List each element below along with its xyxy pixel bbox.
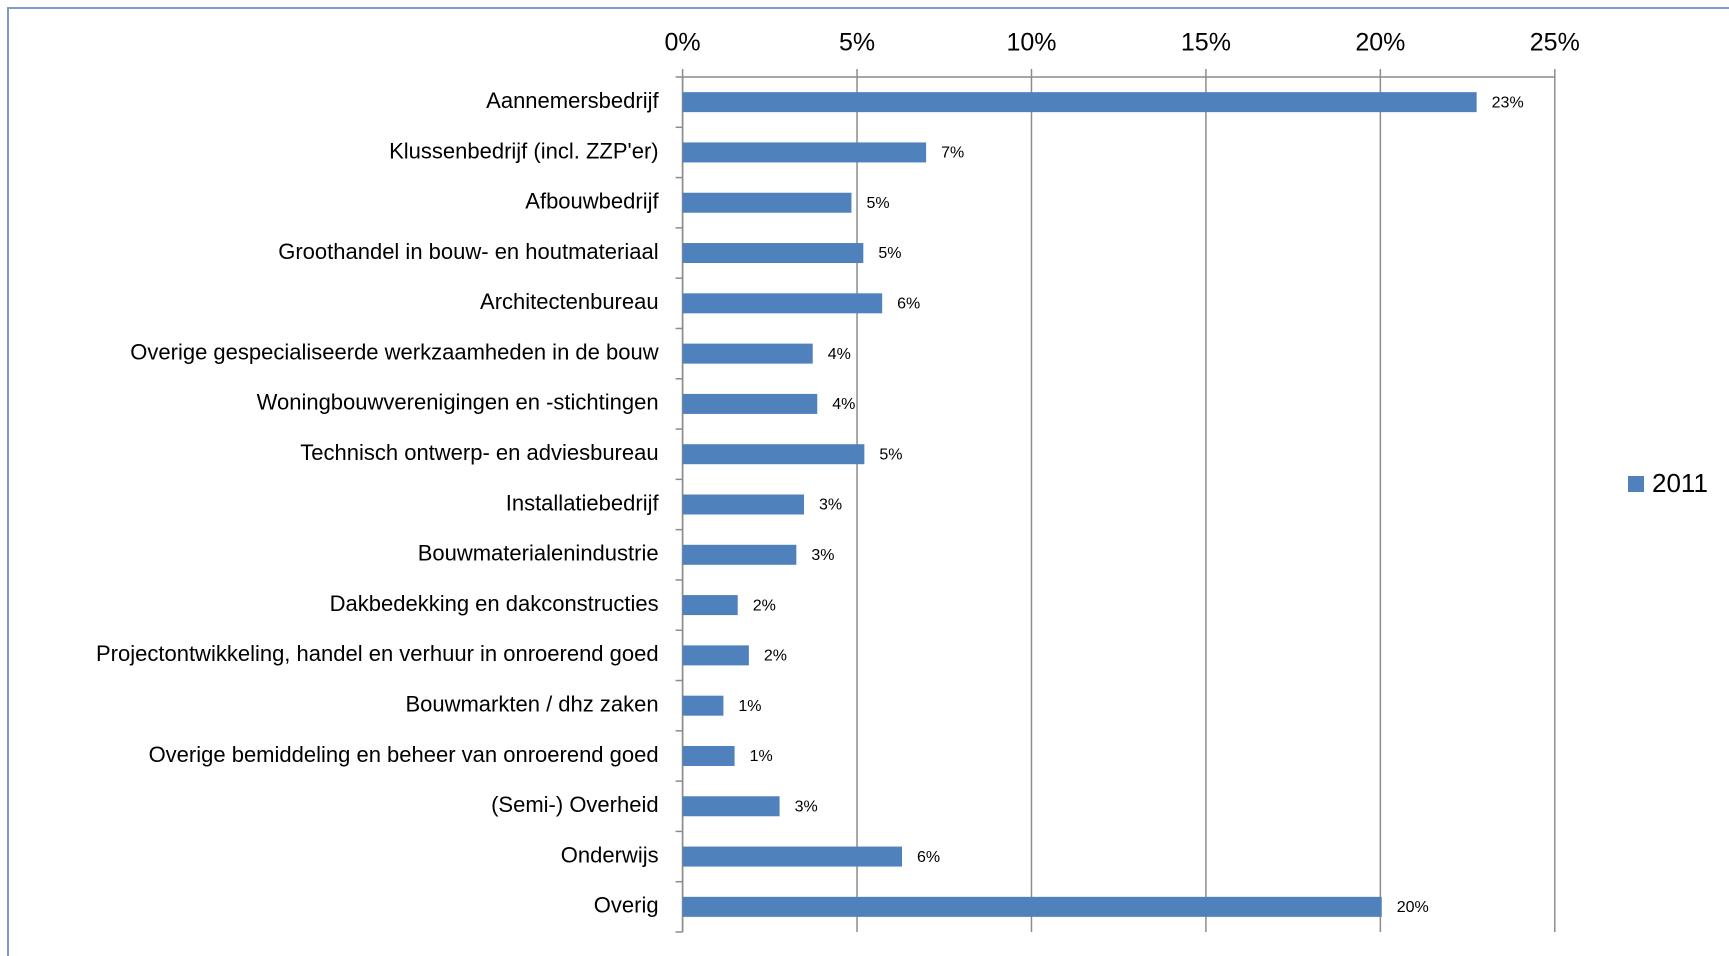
- bar: [682, 595, 738, 616]
- bar: [682, 243, 864, 264]
- bar: [682, 695, 724, 716]
- bar: [682, 293, 883, 314]
- x-tick-label: 0%: [665, 29, 701, 57]
- value-label: 5%: [878, 245, 901, 262]
- x-tick-label: 25%: [1530, 29, 1580, 57]
- value-label: 3%: [819, 497, 842, 514]
- value-label: 6%: [897, 296, 920, 313]
- value-label: 6%: [917, 849, 940, 866]
- y-tick-label: Architectenbureau: [480, 289, 659, 314]
- y-tick-label: (Semi-) Overheid: [491, 792, 658, 817]
- bar: [682, 142, 927, 163]
- value-label: 4%: [828, 346, 851, 363]
- y-tick-label: Aannemersbedrijf: [486, 88, 659, 113]
- x-tick-label: 5%: [839, 29, 875, 57]
- y-tick-label: Onderwijs: [561, 842, 659, 867]
- value-label: 7%: [941, 145, 964, 162]
- y-tick-label: Projectontwikkeling, handel en verhuur i…: [96, 641, 659, 666]
- bar: [682, 645, 749, 666]
- bar: [682, 444, 865, 465]
- y-tick-label: Overig: [594, 893, 659, 918]
- bar: [682, 745, 735, 766]
- value-label: 3%: [795, 798, 818, 815]
- legend-swatch: [1628, 476, 1644, 492]
- bar: [682, 896, 1382, 917]
- y-tick-label: Woningbouwverenigingen en -stichtingen: [257, 390, 659, 415]
- y-tick-label: Groothandel in bouw- en houtmateriaal: [278, 239, 658, 264]
- bar: [682, 393, 818, 414]
- value-label: 5%: [879, 446, 902, 463]
- value-label: 2%: [764, 648, 787, 665]
- x-tick-label: 20%: [1355, 29, 1405, 57]
- chart-border: [7, 7, 1729, 956]
- bar: [682, 343, 813, 364]
- bar: [682, 494, 805, 515]
- value-label: 5%: [866, 195, 889, 212]
- y-tick-label: Klussenbedrijf (incl. ZZP'er): [389, 138, 659, 163]
- value-label: 23%: [1492, 94, 1524, 111]
- x-tick-label: 10%: [1006, 29, 1056, 57]
- value-label: 20%: [1397, 899, 1429, 916]
- bar: [682, 544, 797, 565]
- y-tick-label: Bouwmarkten / dhz zaken: [405, 691, 658, 716]
- y-tick-label: Overige bemiddeling en beheer van onroer…: [149, 742, 659, 767]
- y-tick-label: Dakbedekking en dakconstructies: [330, 591, 659, 616]
- y-tick-label: Installatiebedrijf: [506, 490, 660, 515]
- value-label: 2%: [753, 597, 776, 614]
- value-label: 1%: [738, 698, 761, 715]
- bar: [682, 846, 903, 867]
- value-label: 1%: [750, 748, 773, 765]
- bar: [682, 192, 852, 213]
- value-label: 4%: [832, 396, 855, 413]
- x-tick-label: 15%: [1181, 29, 1231, 57]
- y-tick-label: Afbouwbedrijf: [525, 189, 659, 214]
- y-tick-label: Bouwmaterialenindustrie: [418, 541, 659, 566]
- legend-label: 2011: [1652, 468, 1708, 498]
- bar: [682, 796, 780, 817]
- bar: [682, 92, 1477, 113]
- y-tick-label: Technisch ontwerp- en adviesbureau: [300, 440, 658, 465]
- y-tick-label: Overige gespecialiseerde werkzaamheden i…: [130, 339, 658, 364]
- value-label: 3%: [811, 547, 834, 564]
